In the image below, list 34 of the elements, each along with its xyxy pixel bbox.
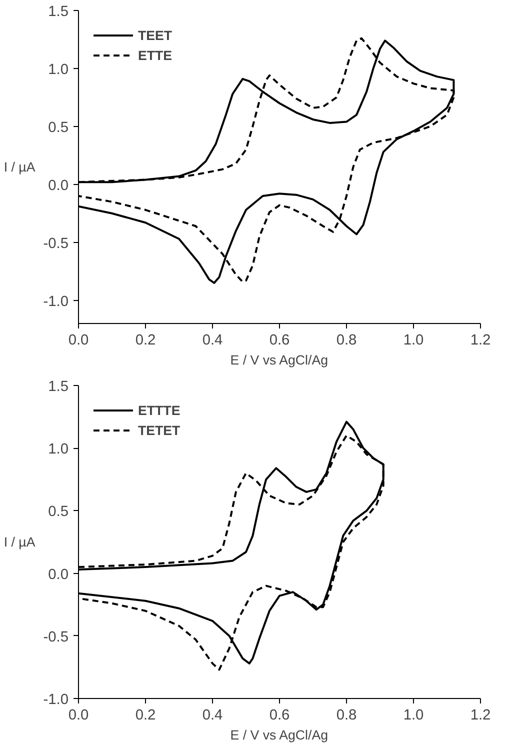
x-axis-title: E / V vs AgCl/Ag [230, 352, 328, 368]
x-tick-label: 0.6 [269, 708, 290, 724]
y-tick-label: -0.5 [43, 236, 69, 252]
x-tick-label: 0.8 [336, 332, 357, 348]
y-tick-label: 0.5 [48, 504, 68, 520]
x-tick-label: 0.0 [68, 332, 89, 348]
x-tick-label: 0.2 [135, 708, 156, 724]
x-tick-label: 1.0 [403, 708, 424, 724]
y-tick-label: 1.5 [48, 4, 68, 20]
y-tick-label: -1.0 [43, 294, 69, 310]
x-tick-label: 0.0 [68, 708, 89, 724]
x-tick-label: 0.2 [135, 332, 156, 348]
x-tick-label: 0.4 [202, 332, 223, 348]
legend-label: TETET [138, 422, 180, 438]
x-tick-label: 1.2 [470, 708, 491, 724]
y-tick-label: 1.0 [48, 62, 68, 78]
y-tick-label: -0.5 [43, 629, 69, 646]
y-tick-label: -1.0 [43, 692, 69, 708]
y-tick-label: 0.0 [48, 566, 68, 583]
x-tick-label: 0.8 [336, 708, 357, 724]
x-tick-label: 0.6 [269, 332, 290, 348]
y-axis-title: I / µA [4, 534, 36, 550]
y-tick-label: 0.0 [48, 178, 68, 194]
x-tick-label: 0.4 [202, 708, 223, 724]
y-tick-label: 1.0 [48, 442, 68, 458]
x-axis-title: E / V vs AgCl/Ag [230, 728, 328, 742]
y-tick-label: 1.5 [48, 379, 68, 395]
y-tick-label: 0.5 [48, 120, 68, 136]
legend-label: TEET [138, 28, 172, 42]
x-tick-label: 1.2 [470, 332, 491, 348]
legend-label: ETTTE [138, 402, 180, 418]
x-tick-label: 1.0 [403, 332, 424, 348]
y-axis-title: I / µA [4, 160, 36, 174]
legend-label: ETTE [138, 48, 172, 62]
